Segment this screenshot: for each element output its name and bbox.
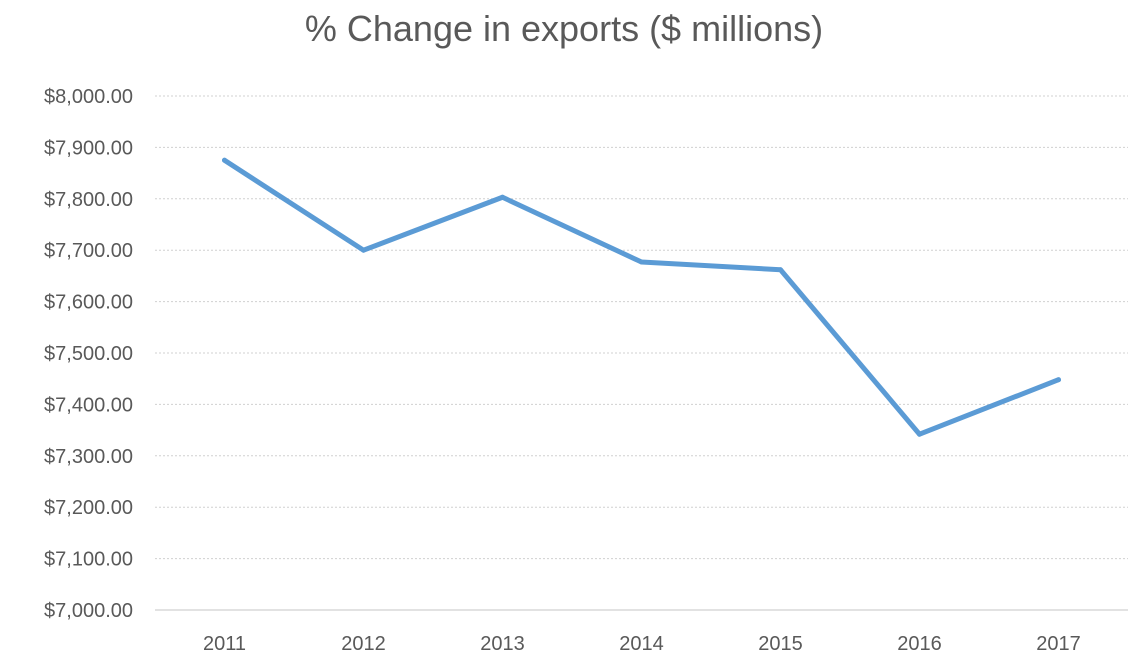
series-line xyxy=(222,157,1061,437)
y-tick-label: $7,700.00 xyxy=(44,240,133,262)
x-tick-label: 2014 xyxy=(619,633,664,655)
y-tick-label: $7,600.00 xyxy=(44,292,133,314)
data-point xyxy=(778,267,783,273)
data-point xyxy=(361,247,366,253)
data-point xyxy=(222,157,227,163)
x-tick-label: 2017 xyxy=(1036,633,1081,655)
y-tick-label: $7,900.00 xyxy=(44,137,133,159)
y-tick-label: $7,300.00 xyxy=(44,446,133,468)
chart-title: % Change in exports ($ millions) xyxy=(304,8,824,49)
y-tick-label: $7,000.00 xyxy=(44,600,133,622)
data-point xyxy=(1056,377,1061,383)
data-point xyxy=(917,431,922,437)
y-tick-label: $8,000.00 xyxy=(44,86,133,108)
y-tick-label: $7,400.00 xyxy=(44,394,133,416)
x-tick-label: 2016 xyxy=(897,633,942,655)
x-tick-label: 2012 xyxy=(341,633,386,655)
data-point xyxy=(639,259,644,265)
x-tick-label: 2011 xyxy=(203,633,246,655)
data-point xyxy=(500,194,505,200)
x-tick-label: 2015 xyxy=(758,633,803,655)
y-tick-label: $7,500.00 xyxy=(44,343,133,365)
y-tick-label: $7,100.00 xyxy=(44,549,133,571)
x-tick-label: 2013 xyxy=(480,633,525,655)
y-tick-label: $7,200.00 xyxy=(44,497,133,519)
y-tick-label: $7,800.00 xyxy=(44,189,133,211)
